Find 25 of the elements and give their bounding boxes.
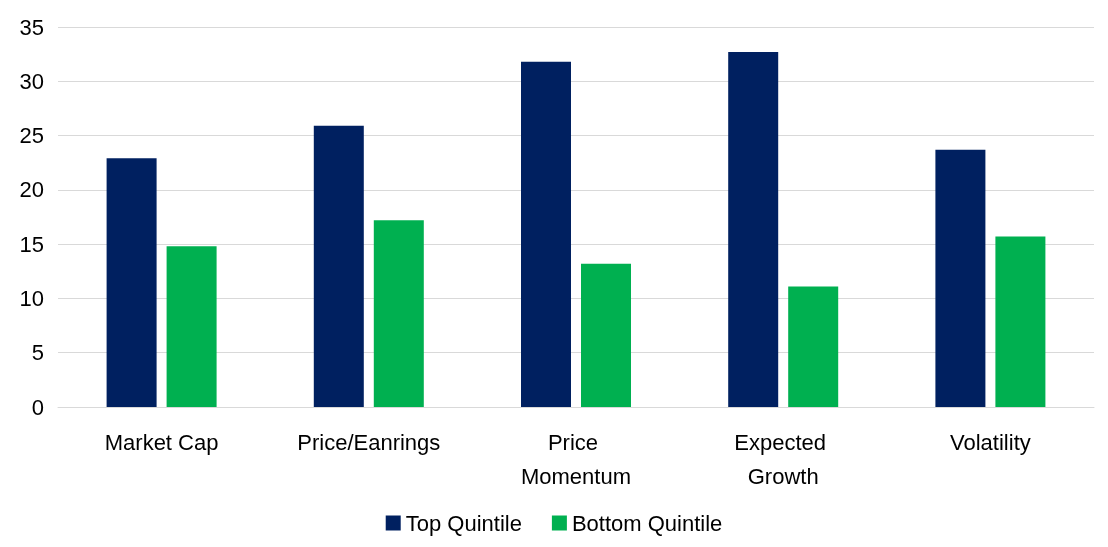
y-tick-label: 0 <box>31 394 44 420</box>
bar <box>106 158 157 407</box>
x-tick-label: Market Cap <box>104 429 219 455</box>
y-tick-label: 5 <box>31 340 44 366</box>
bar <box>313 125 364 407</box>
bar <box>788 286 839 407</box>
bar <box>581 263 631 407</box>
legend-label: Bottom Quintile <box>571 510 723 536</box>
bar <box>935 149 986 407</box>
y-tick-label: 35 <box>19 14 44 40</box>
y-tick-label: 10 <box>19 285 44 311</box>
bar <box>373 220 424 407</box>
x-tick-label: Price Momentum <box>520 429 632 489</box>
x-tick-label: Expected Growth <box>734 429 833 489</box>
y-tick-label: 30 <box>19 68 44 94</box>
y-tick-label: 15 <box>19 231 44 257</box>
y-tick-label: 25 <box>19 123 44 149</box>
bar <box>166 246 217 407</box>
bar <box>995 236 1046 407</box>
x-tick-label: Volatility <box>950 429 1031 455</box>
bar <box>521 61 571 407</box>
x-tick-label: Price/Eanrings <box>297 429 441 455</box>
y-tick-label: 20 <box>19 177 44 203</box>
legend-label: Top Quintile <box>405 510 522 536</box>
bar <box>728 51 779 407</box>
